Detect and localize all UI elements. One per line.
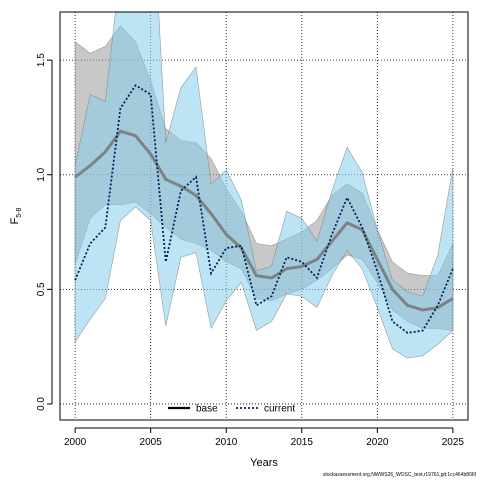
- y-tick-label-2: 1.0: [36, 167, 47, 181]
- x-tick-label-2005: 2005: [140, 437, 163, 448]
- legend-label-base: base: [196, 404, 218, 415]
- y-axis-title: F5-8: [9, 207, 23, 224]
- y-axis: 0.0 0.5 1.0 1.5: [36, 53, 53, 411]
- line-base: [74, 129, 454, 312]
- plot-frame: [59, 11, 469, 421]
- x-axis: 2000 2005 2010 2015 2020 2025: [64, 427, 465, 448]
- y-tick-label-3: 1.5: [36, 53, 47, 67]
- x-tick-label-2025: 2025: [442, 437, 465, 448]
- x-axis-title: Years: [250, 457, 278, 469]
- line-current: [74, 84, 454, 334]
- legend: base current: [168, 404, 295, 415]
- x-tick-label-2000: 2000: [64, 437, 87, 448]
- confidence-bands: [74, 12, 454, 359]
- legend-label-current: current: [264, 404, 295, 415]
- x-tick-label-2020: 2020: [366, 437, 389, 448]
- x-tick-label-2010: 2010: [215, 437, 238, 448]
- band-current: [74, 12, 454, 359]
- svg-text:F5-8: F5-8: [9, 207, 23, 224]
- series-lines: [74, 84, 454, 334]
- x-tick-label-2015: 2015: [291, 437, 314, 448]
- y-axis-title-subscript: 5-8: [16, 207, 23, 217]
- y-tick-label-0: 0.0: [36, 397, 47, 411]
- y-axis-title-main: F: [9, 217, 21, 224]
- footer-note: stockassessment.org,NWWS26_WOSC_test,r19…: [323, 472, 477, 478]
- y-tick-label-1: 0.5: [36, 282, 47, 296]
